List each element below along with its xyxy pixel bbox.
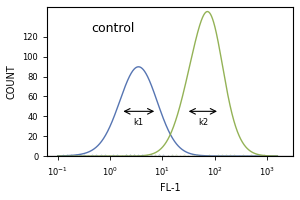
Text: k1: k1 [134, 118, 144, 127]
Y-axis label: COUNT: COUNT [7, 64, 17, 99]
Text: k2: k2 [198, 118, 208, 127]
Text: control: control [92, 22, 135, 35]
X-axis label: FL-1: FL-1 [160, 183, 181, 193]
